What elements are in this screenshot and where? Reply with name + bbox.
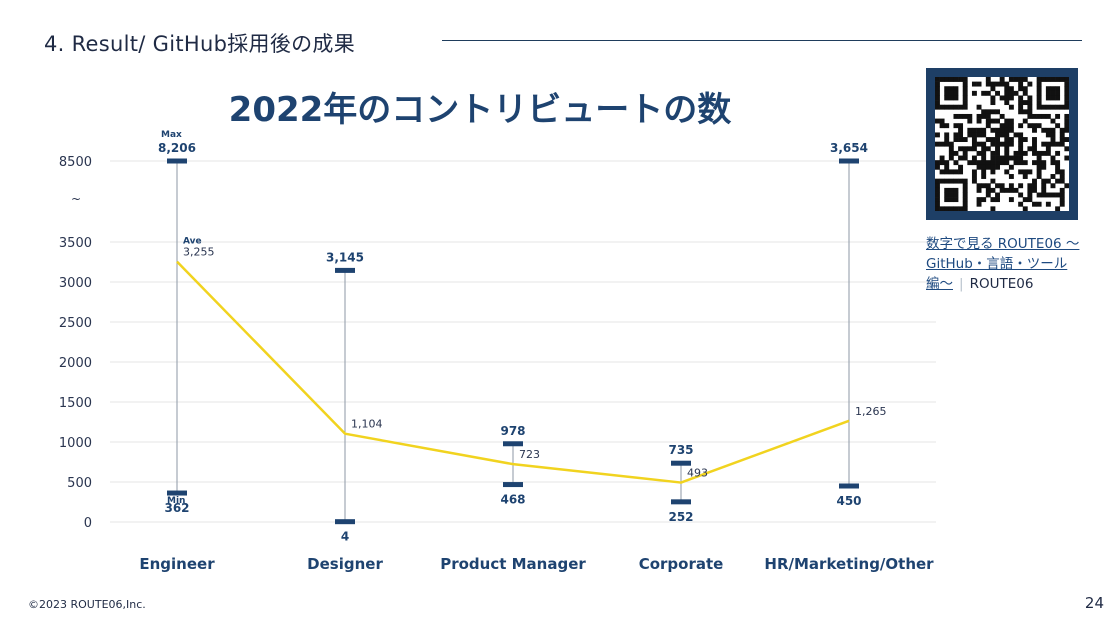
y-tick-label: 2500 [59, 316, 92, 331]
min-marker [335, 519, 355, 525]
header-rule [442, 40, 1082, 41]
max-annotation: Max [161, 130, 182, 140]
max-value-label: 978 [500, 424, 525, 438]
min-value-label: 468 [500, 493, 525, 507]
min-marker [671, 499, 691, 505]
average-value-label: 1,104 [351, 418, 383, 431]
min-value-label: 4 [341, 530, 349, 544]
max-marker [671, 460, 691, 466]
category-label: Product Manager [440, 555, 586, 573]
qr-code-pattern [935, 77, 1070, 212]
y-tick-label: 8500 [59, 155, 92, 170]
slide-header: 4. Result/ GitHub採用後の成果 [44, 32, 356, 56]
min-value-label: 450 [836, 494, 861, 508]
min-value-label: 252 [668, 510, 693, 524]
min-marker [167, 490, 187, 496]
max-value-label: 735 [668, 443, 693, 457]
page-number: 24 [1084, 594, 1104, 612]
y-tick-label: 0 [84, 516, 92, 531]
max-marker [335, 267, 355, 273]
max-value-label: 3,145 [326, 250, 364, 264]
qr-code-icon [935, 77, 1070, 212]
min-marker [839, 483, 859, 489]
max-marker [167, 158, 187, 164]
qr-link-block: 数字で見る ROUTE06 〜GitHub・言語・ツール編〜 | ROUTE06 [926, 234, 1101, 294]
min-annotation: Min [167, 496, 185, 506]
y-tick-label: 1000 [59, 436, 92, 451]
footer-copyright: ©2023 ROUTE06,Inc. [28, 598, 146, 611]
category-label: Corporate [639, 555, 724, 573]
max-value-label: 3,654 [830, 141, 868, 155]
average-value-label: 493 [687, 467, 708, 480]
y-tick-label: 1500 [59, 396, 92, 411]
category-label: Engineer [139, 555, 215, 573]
range-chart: 0 500 1000 1500 2000 2500 3000 3500 8500 ~8,206 36… [59, 130, 936, 573]
y-tick-label: 500 [67, 476, 92, 491]
category-label: HR/Marketing/Other [764, 555, 934, 573]
average-value-label: 3,255 [183, 246, 215, 259]
ave-annotation: Ave [183, 237, 202, 247]
max-marker [839, 158, 859, 164]
average-value-label: 1,265 [855, 405, 887, 418]
y-tick-label: 3500 [59, 236, 92, 251]
average-value-label: 723 [519, 448, 540, 461]
max-value-label: 8,206 [158, 141, 196, 155]
average-line [176, 260, 850, 484]
max-marker [503, 441, 523, 447]
link-separator: | [959, 276, 964, 292]
link-brand: ROUTE06 [969, 276, 1034, 292]
y-axis-break: ~ [71, 192, 81, 206]
min-value-label: 362 [164, 501, 189, 515]
y-tick-label: 3000 [59, 276, 92, 291]
y-tick-label: 2000 [59, 356, 92, 371]
chart-title: 2022年のコントリビュートの数 [228, 90, 732, 130]
qr-code[interactable] [926, 68, 1078, 220]
article-link[interactable]: 数字で見る ROUTE06 〜GitHub・言語・ツール編〜 [926, 236, 1080, 292]
category-label: Designer [307, 555, 383, 573]
min-marker [503, 482, 523, 488]
